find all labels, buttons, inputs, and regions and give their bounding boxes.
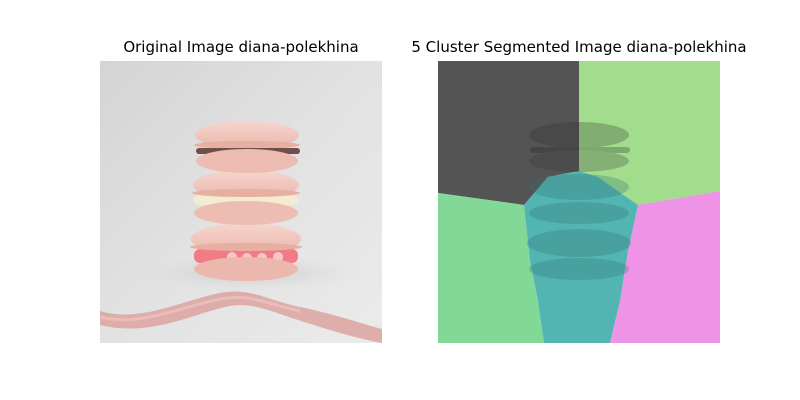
cluster-region-pink (610, 191, 720, 343)
ribbon-highlight (100, 295, 301, 322)
original-image-canvas (100, 61, 382, 343)
segment-ghost-macarons (527, 122, 631, 280)
segmented-image-title: 5 Cluster Segmented Image diana-polekhin… (411, 38, 747, 56)
macaron-top (194, 121, 300, 173)
cluster-region-dark-grey (438, 61, 579, 205)
segmented-image-canvas (438, 61, 720, 343)
cluster-region-teal (524, 171, 638, 343)
ribbon (100, 291, 382, 343)
macaron-middle (192, 170, 300, 225)
segmented-image (438, 61, 720, 343)
cluster-region-green (438, 193, 544, 343)
macaron-bottom (190, 223, 302, 281)
original-image-title: Original Image diana-polekhina (123, 38, 359, 56)
original-image (100, 61, 382, 343)
cluster-region-light-green (579, 61, 720, 205)
